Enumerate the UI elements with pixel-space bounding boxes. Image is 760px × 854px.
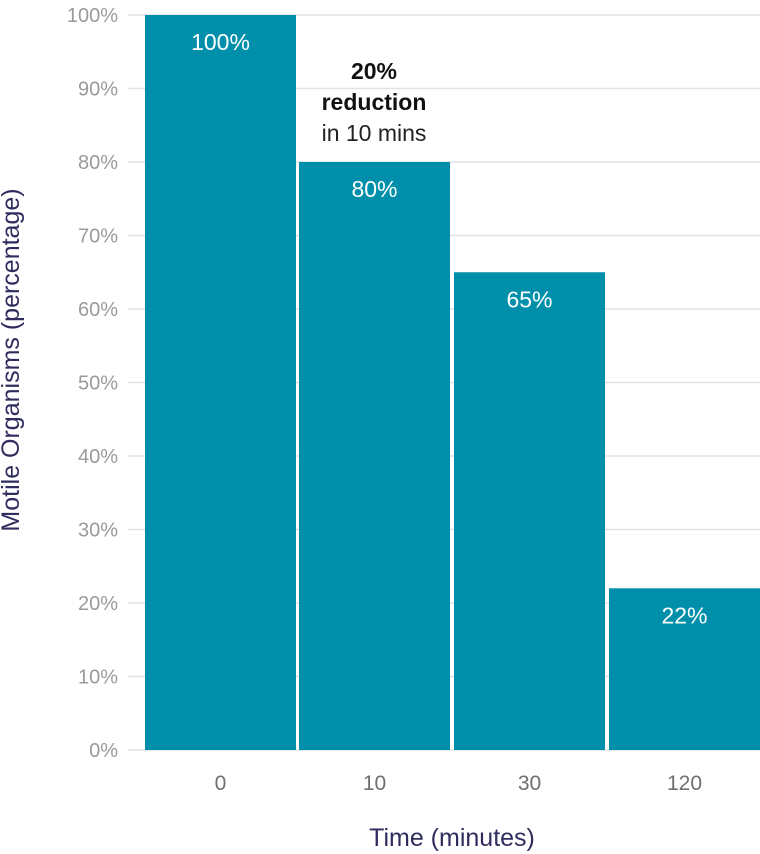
y-tick-label: 80%: [78, 152, 118, 174]
bar-data-label: 22%: [661, 602, 707, 628]
x-tick-label: 10: [363, 772, 386, 795]
annotation-line-1: 20%: [351, 58, 397, 84]
bar-data-label: 80%: [351, 176, 397, 202]
annotation-line-2: reduction: [322, 89, 427, 115]
y-tick-label: 0%: [89, 740, 118, 762]
y-tick-label: 30%: [78, 520, 118, 542]
x-tick-label: 0: [215, 772, 227, 795]
x-tick-label: 120: [667, 772, 702, 795]
x-tick-label: 30: [518, 772, 541, 795]
bar: [609, 588, 760, 750]
bars: [145, 15, 760, 750]
y-axis-label: Motile Organisms (percentage): [0, 188, 25, 531]
bar: [145, 15, 296, 750]
y-tick-label: 90%: [78, 79, 118, 101]
bar: [454, 272, 605, 750]
x-axis-label: Time (minutes): [369, 824, 535, 852]
bar-data-label: 65%: [506, 286, 552, 312]
bar-data-label: 100%: [191, 29, 250, 55]
bar: [299, 162, 450, 750]
x-tick-labels: 0 10 30 120: [215, 772, 702, 795]
y-tick-label: 20%: [78, 593, 118, 615]
y-tick-labels: 0% 10% 20% 30% 40% 50% 60% 70% 80% 90% 100%: [67, 5, 118, 762]
y-tick-label: 60%: [78, 299, 118, 321]
y-tick-label: 100%: [67, 5, 118, 27]
annotation-line-3: in 10 mins: [322, 120, 427, 146]
y-tick-label: 10%: [78, 667, 118, 689]
y-tick-label: 50%: [78, 373, 118, 395]
bar-data-labels: 100% 80% 65% 22%: [191, 29, 707, 628]
y-tick-label: 40%: [78, 446, 118, 468]
y-tick-label: 70%: [78, 226, 118, 248]
